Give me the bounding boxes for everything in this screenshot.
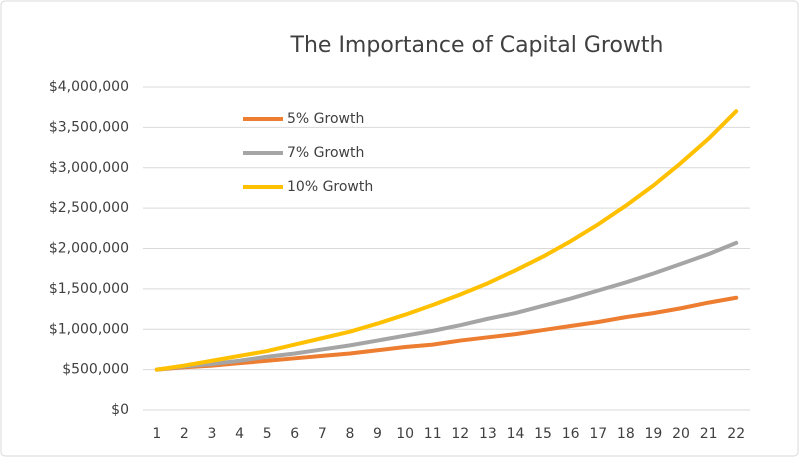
y-tick-label: $3,000,000 <box>49 160 129 176</box>
x-tick-label: 21 <box>700 426 718 442</box>
x-tick-label: 19 <box>645 426 663 442</box>
x-tick-label: 10 <box>396 426 414 442</box>
x-tick-label: 15 <box>534 426 552 442</box>
x-tick-label: 18 <box>617 426 635 442</box>
x-tick-label: 1 <box>152 426 161 442</box>
x-tick-label: 6 <box>290 426 299 442</box>
legend-label: 5% Growth <box>287 111 364 127</box>
x-tick-label: 16 <box>562 426 580 442</box>
x-tick-label: 20 <box>672 426 690 442</box>
x-tick-label: 3 <box>208 426 217 442</box>
legend-label: 7% Growth <box>287 145 364 161</box>
x-tick-label: 7 <box>318 426 327 442</box>
x-tick-label: 12 <box>451 426 469 442</box>
y-tick-label: $1,000,000 <box>49 321 129 337</box>
y-tick-label: $500,000 <box>62 362 129 378</box>
series-line <box>154 295 739 372</box>
chart-title: The Importance of Capital Growth <box>290 33 664 58</box>
y-tick-label: $2,000,000 <box>49 241 129 257</box>
y-tick-label: $4,000,000 <box>49 79 129 95</box>
x-tick-label: 5 <box>263 426 272 442</box>
x-tick-label: 13 <box>479 426 497 442</box>
y-tick-label: $1,500,000 <box>49 281 129 297</box>
x-tick-label: 11 <box>424 426 442 442</box>
series-line <box>154 240 739 372</box>
x-tick-label: 8 <box>345 426 354 442</box>
y-tick-label: $3,500,000 <box>49 119 129 135</box>
legend-label: 10% Growth <box>287 179 373 195</box>
x-tick-label: 22 <box>727 426 745 442</box>
y-tick-label: $2,500,000 <box>49 200 129 216</box>
y-tick-label: $0 <box>111 402 129 418</box>
x-tick-label: 14 <box>507 426 525 442</box>
x-tick-label: 17 <box>589 426 607 442</box>
series-line <box>154 109 739 372</box>
x-tick-label: 4 <box>235 426 244 442</box>
x-tick-label: 9 <box>373 426 382 442</box>
x-tick-label: 2 <box>180 426 189 442</box>
